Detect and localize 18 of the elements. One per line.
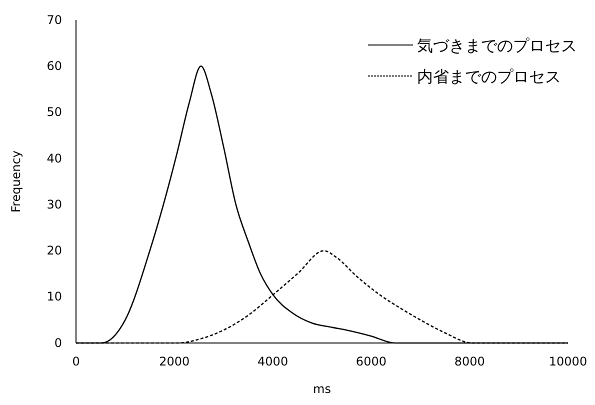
x-tick-label: 2000 <box>159 354 190 369</box>
legend-label: 気づきまでのプロセス <box>417 36 577 55</box>
legend-label: 内省までのプロセス <box>417 67 561 86</box>
x-tick-label: 0 <box>72 354 80 369</box>
x-tick-label: 4000 <box>258 354 288 369</box>
y-tick-label: 70 <box>46 12 62 27</box>
y-axis-title: Frequency <box>9 150 23 212</box>
y-tick-label: 40 <box>46 151 62 166</box>
x-tick-label: 6000 <box>356 354 386 369</box>
y-tick-label: 30 <box>46 197 62 212</box>
y-tick-label: 60 <box>46 58 62 73</box>
y-tick-label: 10 <box>46 290 62 304</box>
x-axis-title: ms <box>313 382 331 396</box>
y-tick-label: 50 <box>46 105 62 120</box>
y-tick-label: 20 <box>46 244 62 258</box>
x-tick-label: 8000 <box>454 354 485 369</box>
y-tick-label: 0 <box>54 336 62 350</box>
x-tick-label: 10000 <box>548 354 588 369</box>
